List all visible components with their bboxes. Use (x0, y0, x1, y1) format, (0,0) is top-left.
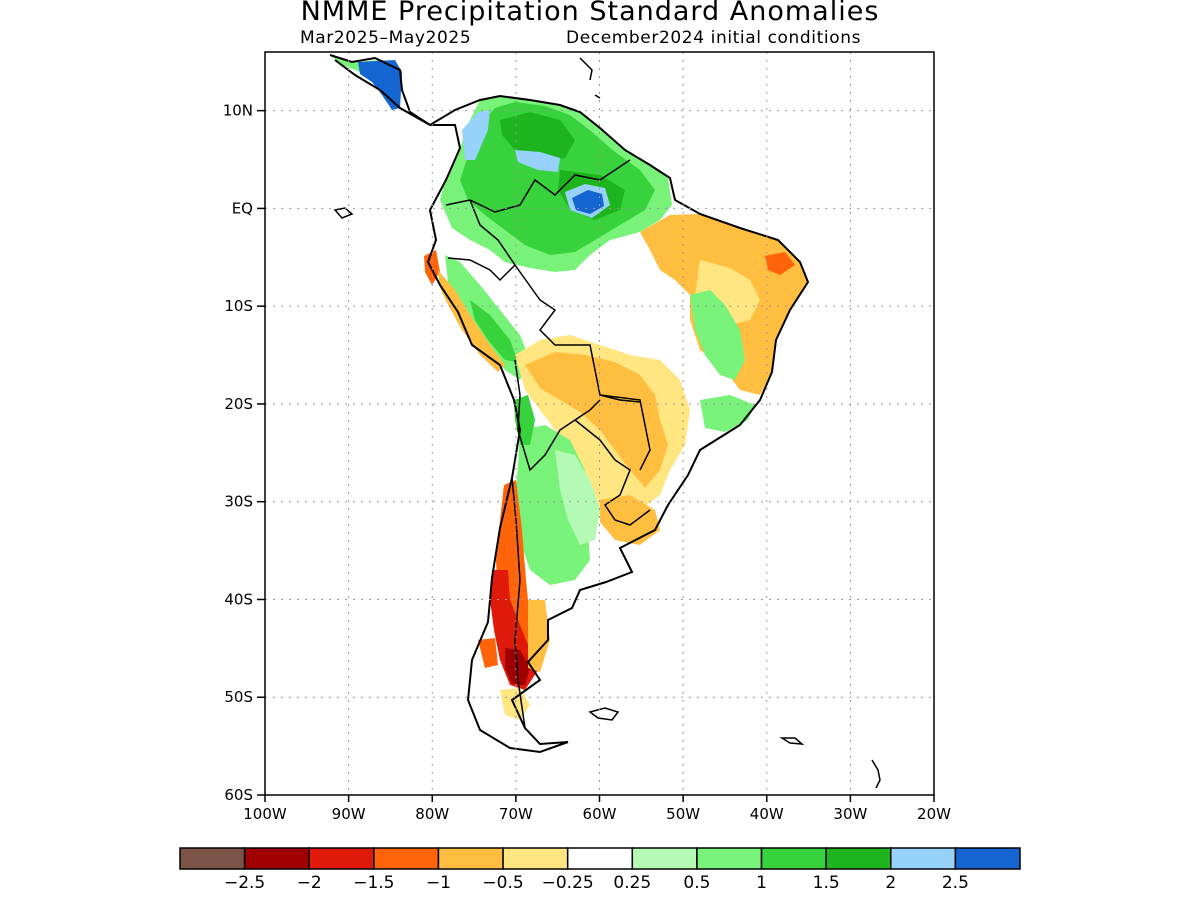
lat-tick-label: 50S (224, 688, 253, 706)
guyana-blue (572, 190, 604, 214)
andes-dark-strip (470, 300, 518, 362)
colorbar-swatch (502, 847, 569, 870)
colorbar-swatch (631, 847, 698, 870)
lon-tick-label: 80W (415, 805, 449, 823)
central-america-very-wet (358, 60, 402, 110)
map-content (329, 54, 881, 789)
colorbar-label: 2.5 (942, 873, 969, 893)
falkland-islands (588, 707, 620, 721)
north-dark-green (500, 112, 575, 160)
lon-tick-label: 20W (917, 805, 951, 823)
colorbar-swatch (243, 847, 310, 870)
country-borders (445, 159, 651, 729)
colorbar-swatch (954, 847, 1021, 870)
colorbar-swatch (308, 847, 375, 870)
coastline (329, 54, 810, 754)
lat-tick-label: 30S (224, 493, 253, 511)
longitude-axis: 100W 90W 80W 70W 60W 50W 40W 30W 20W (243, 795, 951, 823)
colorbar-swatch (373, 847, 440, 870)
colorbar-swatch (566, 847, 634, 870)
colorbar-label: −1.5 (353, 873, 394, 893)
colorbar-label: −2 (297, 873, 322, 893)
lat-tick-label: 60S (224, 786, 253, 804)
initial-conditions: December2024 initial conditions (566, 28, 862, 48)
lon-tick-label: 90W (332, 805, 366, 823)
colorbar-swatch (437, 847, 504, 870)
latitude-axis: 10N EQ 10S 20S 30S 40S 50S 60S (223, 102, 265, 804)
colombia-light-blue (462, 110, 490, 160)
patagonia-yellow (528, 600, 550, 672)
galapagos-islands (333, 207, 354, 219)
colorbar-label: −1 (426, 873, 451, 893)
colorbar-label: 1 (756, 873, 767, 893)
colorbar-label: 0.5 (683, 873, 710, 893)
northeast-brazil-orange (765, 252, 795, 275)
peru-coast-yellow (438, 270, 505, 372)
colorbar-label: −0.25 (542, 873, 594, 893)
south-georgia (779, 737, 805, 745)
lon-tick-label: 50W (666, 805, 700, 823)
lon-tick-label: 40W (750, 805, 784, 823)
caribbean-islands (579, 57, 661, 173)
colorbar-label: 2 (885, 873, 896, 893)
lon-tick-label: 30W (833, 805, 867, 823)
chart-title: NMME Precipitation Standard Anomalies (300, 0, 880, 27)
lat-tick-label: 40S (224, 590, 253, 608)
lat-tick-label: 20S (224, 395, 253, 413)
uruguay-yellow (600, 495, 660, 545)
east-brazil-green (690, 290, 745, 380)
colorbar: −2.5 −2 −1.5 −1 −0.5 −0.25 0.25 0.5 1 1.5 2 2.5 (179, 847, 1021, 893)
chiloe-orange (478, 638, 498, 668)
argentina-light-green (555, 450, 600, 545)
venezuela-light-blue (515, 150, 560, 172)
south-sandwich-islands (871, 759, 881, 789)
colorbar-swatch (760, 847, 827, 870)
colorbar-swatch (696, 847, 763, 870)
colorbar-label: 0.25 (613, 873, 651, 893)
colorbar-swatch (825, 847, 892, 870)
lat-tick-label: EQ (232, 199, 253, 217)
lat-tick-label: 10N (223, 102, 253, 120)
lon-tick-label: 100W (243, 805, 287, 823)
lon-tick-label: 70W (499, 805, 533, 823)
colorbar-label: 1.5 (813, 873, 840, 893)
chile-red (490, 570, 538, 690)
lon-tick-label: 60W (583, 805, 617, 823)
central-south-orange (525, 352, 668, 488)
colorbar-label: −0.5 (482, 873, 523, 893)
colorbar-swatch (179, 847, 246, 870)
lat-tick-label: 10S (224, 297, 253, 315)
colorbar-label: −2.5 (224, 873, 265, 893)
colorbar-swatch (890, 847, 957, 870)
forecast-period: Mar2025–May2025 (300, 28, 472, 48)
